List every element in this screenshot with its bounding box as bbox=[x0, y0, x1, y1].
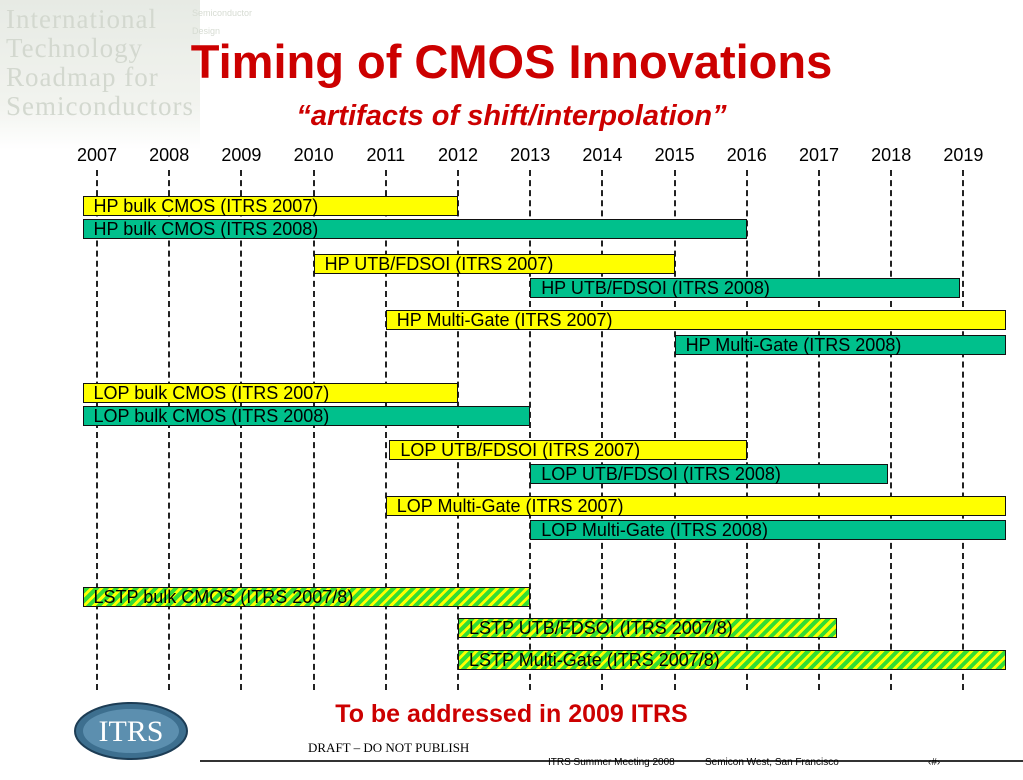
roadmap-bar: LOP Multi-Gate (ITRS 2008) bbox=[530, 520, 1006, 540]
year-gridline bbox=[312, 170, 315, 690]
year-label: 2014 bbox=[582, 145, 623, 165]
year-gridline bbox=[384, 170, 387, 690]
bar-label: LSTP Multi-Gate (ITRS 2007/8) bbox=[469, 650, 720, 670]
bar-label: LOP bulk CMOS (ITRS 2007) bbox=[93, 383, 330, 403]
roadmap-bar: LOP Multi-Gate (ITRS 2007) bbox=[385, 496, 1006, 516]
itrs-watermark: International Technology Roadmap for Sem… bbox=[0, 0, 252, 150]
year-gridline bbox=[601, 170, 604, 690]
roadmap-bar: LOP bulk CMOS (ITRS 2008) bbox=[82, 406, 531, 426]
bar-label: HP UTB/FDSOI (ITRS 2008) bbox=[541, 278, 770, 298]
roadmap-bar: LSTP bulk CMOS (ITRS 2007/8) bbox=[82, 587, 531, 607]
bar-label: HP UTB/FDSOI (ITRS 2007) bbox=[324, 254, 554, 274]
bar-label: LSTP bulk CMOS (ITRS 2007/8) bbox=[93, 587, 354, 607]
meeting-label: ITRS Summer Meeting 2008 bbox=[548, 757, 675, 768]
year-gridline bbox=[168, 170, 171, 690]
roadmap-bar: LOP UTB/FDSOI (ITRS 2008) bbox=[530, 464, 888, 484]
footer-divider bbox=[200, 760, 1023, 762]
year-label: 2019 bbox=[943, 145, 984, 165]
year-label: 2015 bbox=[654, 145, 695, 165]
roadmap-bar: HP UTB/FDSOI (ITRS 2008) bbox=[530, 278, 960, 298]
roadmap-bar: HP bulk CMOS (ITRS 2007) bbox=[82, 196, 458, 216]
year-gridline bbox=[673, 170, 676, 690]
draft-notice: DRAFT – DO NOT PUBLISH bbox=[308, 740, 470, 755]
roadmap-bar: LOP bulk CMOS (ITRS 2007) bbox=[82, 383, 458, 403]
bar-label: HP Multi-Gate (ITRS 2007) bbox=[396, 310, 613, 330]
year-label: 2017 bbox=[798, 145, 840, 165]
year-gridline bbox=[457, 170, 459, 690]
watermark-small-text: Design bbox=[192, 26, 221, 36]
roadmap-bar: LSTP UTB/FDSOI (ITRS 2007/8) bbox=[458, 618, 838, 638]
location-label: Semicon West, San Francisco bbox=[705, 757, 839, 768]
bar-label: HP bulk CMOS (ITRS 2008) bbox=[93, 219, 319, 239]
bar-label: HP Multi-Gate (ITRS 2008) bbox=[685, 335, 902, 355]
slide-title: Timing of CMOS Innovations bbox=[190, 35, 833, 88]
roadmap-bar: LSTP Multi-Gate (ITRS 2007/8) bbox=[458, 650, 1006, 670]
roadmap-bar: HP Multi-Gate (ITRS 2007) bbox=[385, 310, 1006, 330]
year-label: 2008 bbox=[149, 145, 190, 165]
year-label: 2012 bbox=[437, 145, 479, 165]
year-gridline bbox=[962, 170, 965, 690]
slide-subtitle: “artifacts of shift/interpolation” bbox=[296, 100, 727, 132]
watermark-line: Roadmap for bbox=[6, 62, 159, 92]
itrs-logo: ITRS bbox=[74, 702, 188, 760]
watermark-line: Semiconductors bbox=[6, 91, 194, 121]
year-gridline bbox=[818, 170, 820, 690]
footer-note: To be addressed in 2009 ITRS bbox=[335, 700, 688, 728]
year-gridline bbox=[890, 170, 893, 690]
year-gridline bbox=[745, 170, 748, 690]
year-gridline bbox=[96, 170, 98, 690]
roadmap-bar: HP Multi-Gate (ITRS 2008) bbox=[674, 335, 1006, 355]
roadmap-bar: LOP UTB/FDSOI (ITRS 2007) bbox=[389, 440, 747, 460]
watermark-line: International bbox=[6, 4, 157, 34]
bar-label: LOP Multi-Gate (ITRS 2007) bbox=[396, 496, 624, 516]
roadmap-bar: HP UTB/FDSOI (ITRS 2007) bbox=[313, 254, 675, 274]
bar-label: LSTP UTB/FDSOI (ITRS 2007/8) bbox=[469, 618, 733, 638]
year-label: 2013 bbox=[510, 145, 551, 165]
watermark-line: Technology bbox=[6, 33, 144, 63]
page-number: ‹#› bbox=[928, 757, 941, 768]
bar-label: LOP Multi-Gate (ITRS 2008) bbox=[541, 520, 768, 540]
bar-label: HP bulk CMOS (ITRS 2007) bbox=[93, 196, 319, 216]
watermark-small-text: Semiconductor bbox=[192, 8, 253, 18]
year-label: 2009 bbox=[221, 145, 262, 165]
logo-text: ITRS bbox=[98, 715, 163, 748]
year-label: 2018 bbox=[871, 145, 912, 165]
year-label: 2016 bbox=[726, 145, 767, 165]
year-gridline bbox=[529, 170, 532, 690]
bar-label: LOP bulk CMOS (ITRS 2008) bbox=[93, 406, 330, 426]
year-label: 2010 bbox=[293, 145, 334, 165]
year-gridline bbox=[240, 170, 243, 690]
year-label: 2007 bbox=[76, 145, 118, 165]
bar-label: LOP UTB/FDSOI (ITRS 2008) bbox=[541, 464, 781, 484]
year-label: 2011 bbox=[366, 145, 406, 165]
roadmap-bar: HP bulk CMOS (ITRS 2008) bbox=[82, 219, 747, 239]
bar-label: LOP UTB/FDSOI (ITRS 2007) bbox=[400, 440, 641, 460]
